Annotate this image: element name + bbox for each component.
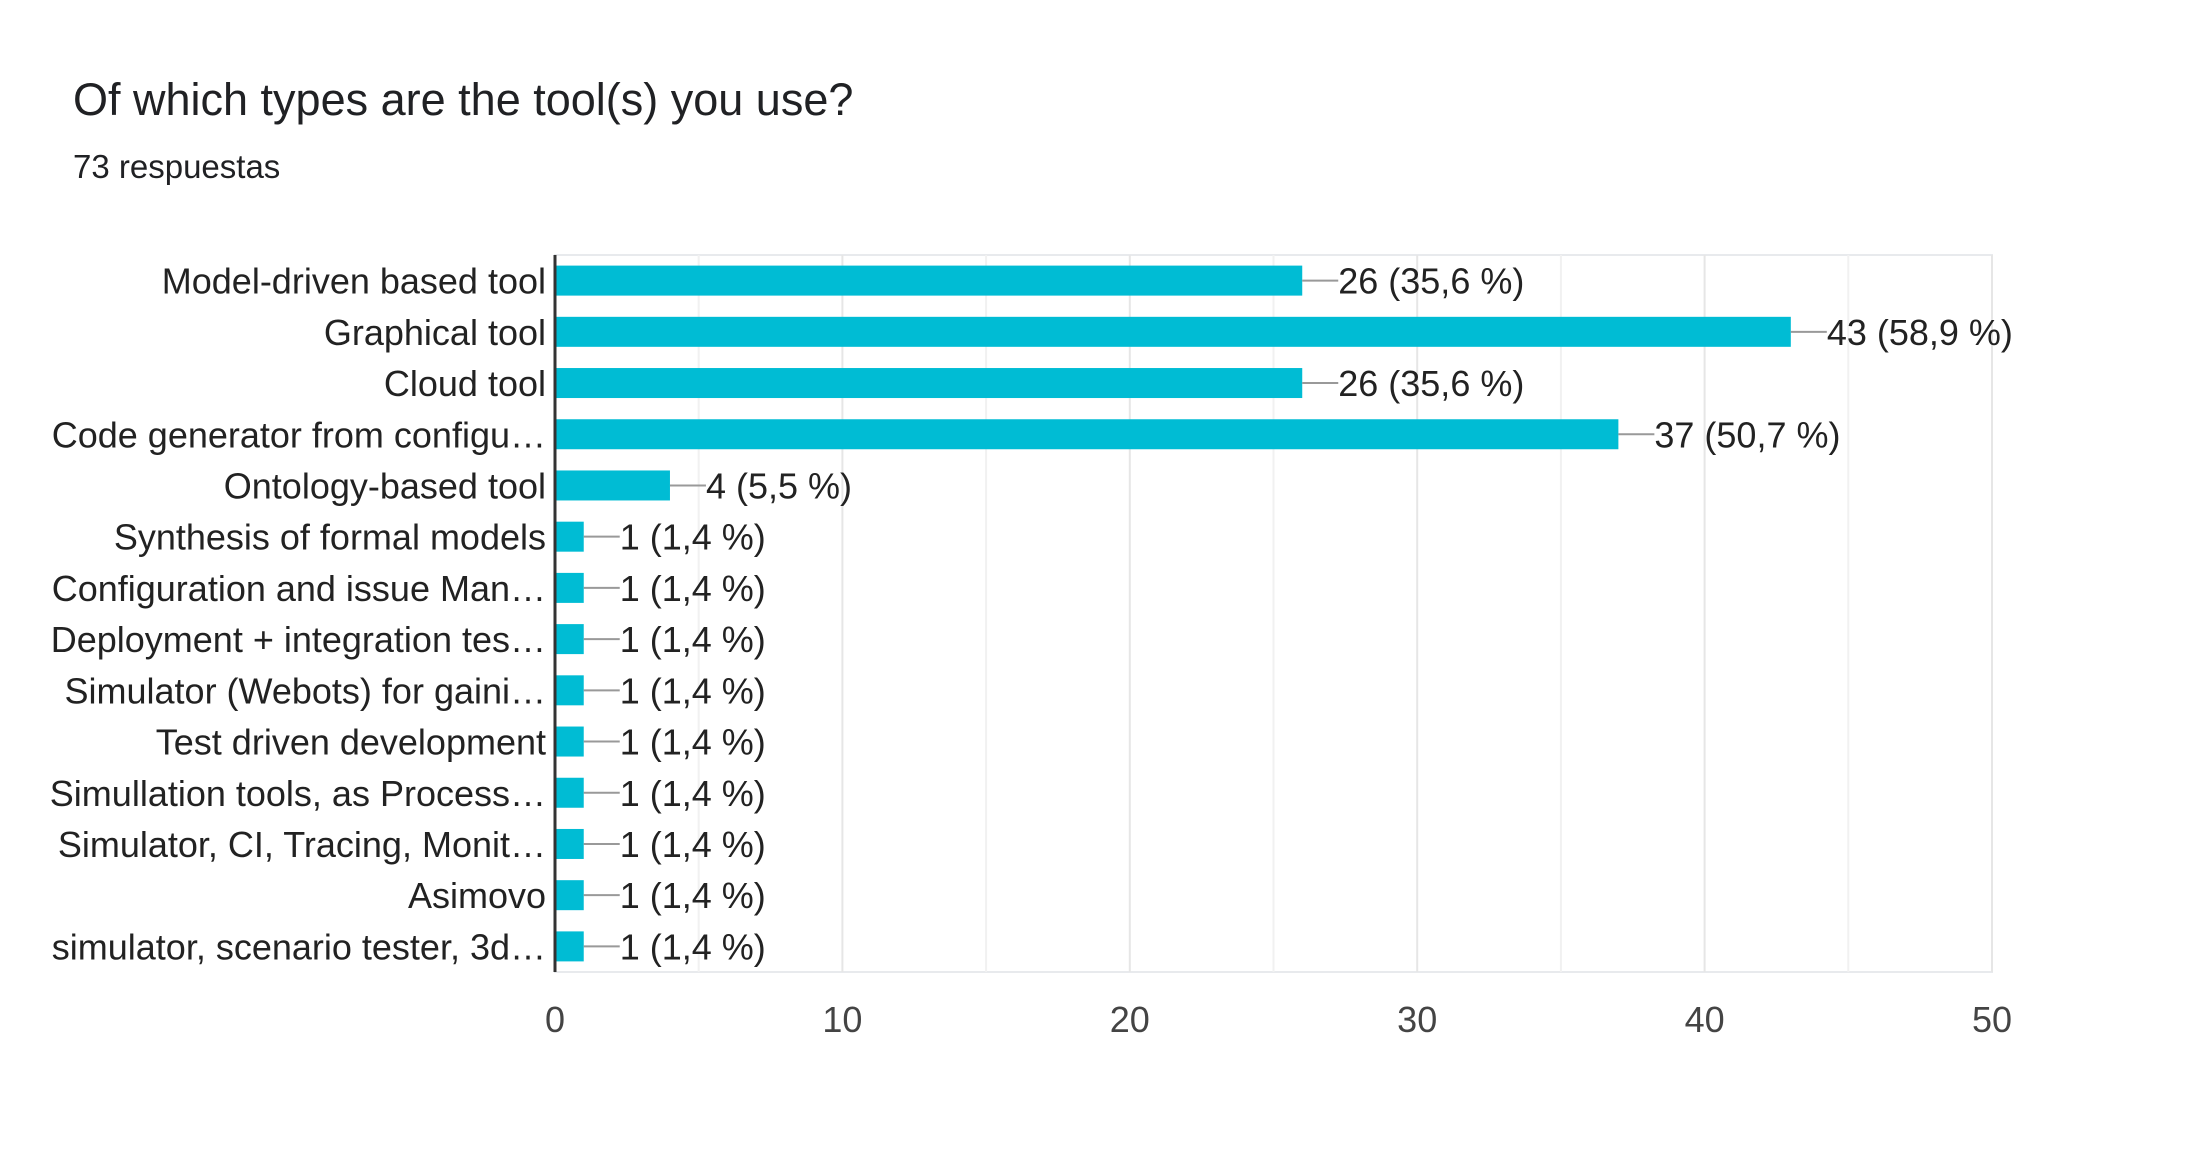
bar — [555, 265, 1303, 296]
data-label: 1 (1,4 %) — [620, 517, 766, 558]
data-label: 37 (50,7 %) — [1654, 414, 1840, 455]
bar — [555, 675, 584, 706]
category-label: Deployment + integration tes… — [51, 619, 546, 660]
category-label: Test driven development — [156, 722, 546, 763]
bar — [555, 572, 584, 603]
data-label: 1 (1,4 %) — [620, 670, 766, 711]
category-label: Synthesis of formal models — [114, 517, 546, 558]
bar — [555, 419, 1619, 450]
bar — [555, 931, 584, 962]
category-label: Simullation tools, as Process… — [50, 773, 546, 814]
bar — [555, 521, 584, 552]
data-label: 1 (1,4 %) — [620, 875, 766, 916]
bar — [555, 726, 584, 757]
data-label: 1 (1,4 %) — [620, 568, 766, 609]
category-label: Graphical tool — [324, 312, 546, 353]
category-label: simulator, scenario tester, 3d… — [52, 926, 546, 967]
bar — [555, 470, 670, 501]
data-label: 4 (5,5 %) — [706, 465, 852, 506]
data-label: 1 (1,4 %) — [620, 824, 766, 865]
data-label: 26 (35,6 %) — [1338, 363, 1524, 404]
x-tick-label: 0 — [545, 999, 565, 1040]
category-label: Code generator from configu… — [52, 414, 546, 455]
data-label: 1 (1,4 %) — [620, 619, 766, 660]
x-tick-label: 50 — [1972, 999, 2012, 1040]
category-label: Cloud tool — [384, 363, 546, 404]
category-label: Simulator, CI, Tracing, Monit… — [58, 824, 546, 865]
data-label: 26 (35,6 %) — [1338, 261, 1524, 302]
data-label: 1 (1,4 %) — [620, 773, 766, 814]
category-label: Configuration and issue Man… — [52, 568, 546, 609]
data-label: 1 (1,4 %) — [620, 926, 766, 967]
bar — [555, 880, 584, 911]
x-tick-label: 40 — [1685, 999, 1725, 1040]
bar — [555, 316, 1791, 347]
chart-title: Of which types are the tool(s) you use? — [73, 74, 854, 125]
bar — [555, 777, 584, 808]
bar — [555, 828, 584, 859]
data-label: 43 (58,9 %) — [1827, 312, 2013, 353]
category-label: Model-driven based tool — [162, 261, 546, 302]
category-label: Asimovo — [408, 875, 546, 916]
bar — [555, 624, 584, 655]
x-tick-label: 10 — [822, 999, 862, 1040]
category-label: Ontology-based tool — [224, 465, 546, 506]
bar — [555, 368, 1303, 399]
x-tick-label: 30 — [1397, 999, 1437, 1040]
category-label: Simulator (Webots) for gaini… — [65, 670, 547, 711]
x-tick-label: 20 — [1110, 999, 1150, 1040]
response-count: 73 respuestas — [73, 148, 281, 185]
data-label: 1 (1,4 %) — [620, 722, 766, 763]
